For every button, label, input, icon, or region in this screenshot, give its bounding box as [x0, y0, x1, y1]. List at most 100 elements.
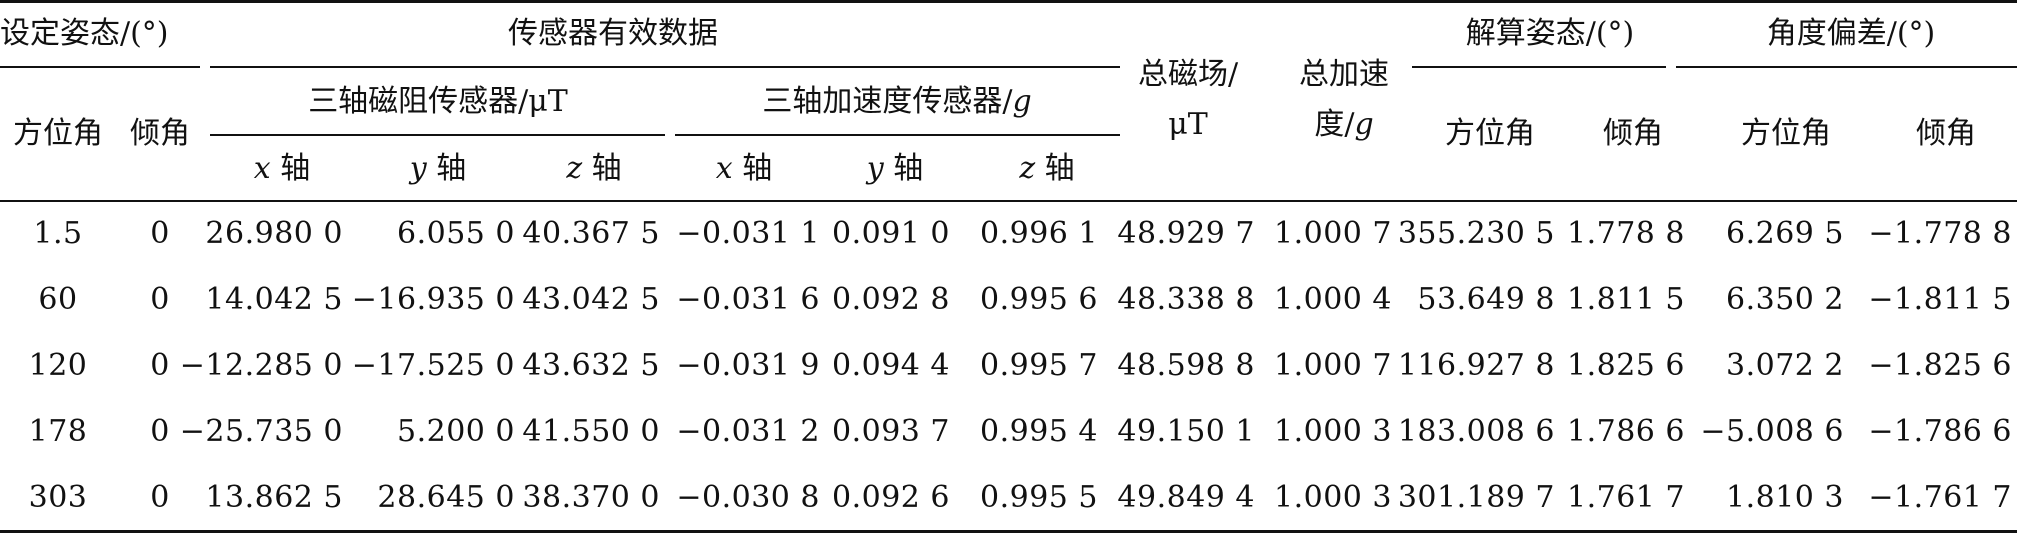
solved-attitude-underline — [1412, 66, 1666, 68]
acc-y-header: y 轴 — [866, 151, 924, 186]
cell-acc-z: 0.995 4 — [979, 414, 1098, 449]
cell-err-tilt: −1.778 8 — [1868, 216, 2012, 251]
cell-set-tilt: 0 — [150, 480, 170, 515]
cell-mag-x: 13.862 5 — [205, 480, 343, 515]
cell-sol-azimuth: 53.649 8 — [1417, 282, 1555, 317]
cell-total-mag: 48.598 8 — [1117, 348, 1255, 383]
acc-z-header: z 轴 — [1019, 151, 1075, 186]
cell-set-azimuth: 303 — [28, 480, 88, 515]
cell-set-tilt: 0 — [150, 348, 170, 383]
cell-mag-x: −12.285 0 — [179, 348, 343, 383]
top-rule — [0, 0, 2017, 3]
sol-tilt-header: 倾角 — [1603, 116, 1663, 151]
acc-sensor-header: 三轴加速度传感器/g — [762, 84, 1032, 119]
cell-mag-y: 6.055 0 — [396, 216, 515, 251]
header-bottom-rule — [0, 200, 2017, 202]
cell-total-acc: 1.000 7 — [1273, 348, 1392, 383]
cell-mag-z: 40.367 5 — [522, 216, 660, 251]
cell-acc-y: 0.092 8 — [831, 282, 950, 317]
sol-azimuth-header: 方位角 — [1445, 116, 1535, 151]
cell-mag-y: 5.200 0 — [396, 414, 515, 449]
cell-mag-y: −17.525 0 — [351, 348, 515, 383]
set-azimuth-header: 方位角 — [13, 116, 103, 151]
cell-total-acc: 1.000 3 — [1273, 480, 1392, 515]
cell-total-mag: 49.849 4 — [1117, 480, 1255, 515]
cell-err-azimuth: 1.810 3 — [1725, 480, 1844, 515]
cell-acc-x: −0.030 8 — [676, 480, 820, 515]
cell-set-tilt: 0 — [150, 414, 170, 449]
cell-acc-y: 0.092 6 — [831, 480, 950, 515]
total-mag-header: 总磁场/ μT — [1138, 50, 1238, 150]
set-attitude-underline — [0, 66, 200, 68]
err-tilt-header: 倾角 — [1916, 116, 1976, 151]
cell-err-tilt: −1.761 7 — [1868, 480, 2012, 515]
mag-z-header: z 轴 — [566, 151, 622, 186]
cell-sol-azimuth: 301.189 7 — [1397, 480, 1555, 515]
cell-sol-tilt: 1.778 8 — [1566, 216, 1685, 251]
cell-set-azimuth: 60 — [38, 282, 78, 317]
cell-set-azimuth: 178 — [28, 414, 88, 449]
cell-mag-z: 38.370 0 — [522, 480, 660, 515]
cell-set-azimuth: 120 — [28, 348, 88, 383]
cell-mag-z: 41.550 0 — [522, 414, 660, 449]
cell-acc-z: 0.995 5 — [979, 480, 1098, 515]
cell-sol-tilt: 1.811 5 — [1566, 282, 1685, 317]
cell-sol-azimuth: 183.008 6 — [1397, 414, 1555, 449]
mag-y-header: y 轴 — [409, 151, 467, 186]
cell-sol-tilt: 1.825 6 — [1566, 348, 1685, 383]
cell-sol-azimuth: 355.230 5 — [1397, 216, 1555, 251]
cell-acc-y: 0.091 0 — [831, 216, 950, 251]
cell-total-mag: 49.150 1 — [1117, 414, 1255, 449]
solved-attitude-header: 解算姿态/(°) — [1465, 16, 1635, 51]
cell-err-azimuth: 6.269 5 — [1725, 216, 1844, 251]
cell-acc-x: −0.031 6 — [676, 282, 820, 317]
cell-mag-x: 26.980 0 — [205, 216, 343, 251]
total-acc-label-a: 总加速 — [1299, 57, 1389, 92]
mag-sensor-underline — [210, 134, 665, 136]
sensor-data-header: 传感器有效数据 — [508, 16, 718, 51]
cell-acc-y: 0.094 4 — [831, 348, 950, 383]
cell-acc-y: 0.093 7 — [831, 414, 950, 449]
cell-acc-z: 0.995 7 — [979, 348, 1098, 383]
cell-sol-tilt: 1.761 7 — [1566, 480, 1685, 515]
cell-acc-x: −0.031 9 — [676, 348, 820, 383]
cell-acc-z: 0.995 6 — [979, 282, 1098, 317]
total-acc-header: 总加速 度/g — [1299, 50, 1389, 150]
cell-mag-y: 28.645 0 — [377, 480, 515, 515]
bottom-rule — [0, 530, 2017, 533]
err-azimuth-header: 方位角 — [1741, 116, 1831, 151]
cell-err-azimuth: 3.072 2 — [1725, 348, 1844, 383]
cell-total-acc: 1.000 7 — [1273, 216, 1392, 251]
acc-x-header: x 轴 — [715, 151, 773, 186]
cell-err-tilt: −1.786 6 — [1868, 414, 2012, 449]
angle-error-header: 角度偏差/(°) — [1766, 16, 1936, 51]
cell-total-acc: 1.000 3 — [1273, 414, 1392, 449]
cell-total-acc: 1.000 4 — [1273, 282, 1392, 317]
cell-err-tilt: −1.811 5 — [1868, 282, 2012, 317]
cell-acc-z: 0.996 1 — [979, 216, 1098, 251]
cell-mag-y: −16.935 0 — [351, 282, 515, 317]
cell-acc-x: −0.031 2 — [676, 414, 820, 449]
cell-err-tilt: −1.825 6 — [1868, 348, 2012, 383]
cell-mag-z: 43.042 5 — [522, 282, 660, 317]
cell-acc-x: −0.031 1 — [676, 216, 820, 251]
cell-mag-z: 43.632 5 — [522, 348, 660, 383]
angle-error-underline — [1676, 66, 2017, 68]
cell-total-mag: 48.929 7 — [1117, 216, 1255, 251]
cell-err-azimuth: −5.008 6 — [1700, 414, 1844, 449]
total-mag-label: 总磁场/ μT — [1137, 57, 1239, 142]
set-attitude-header: 设定姿态/(°) — [0, 16, 169, 51]
cell-sol-tilt: 1.786 6 — [1566, 414, 1685, 449]
set-tilt-header: 倾角 — [130, 116, 190, 151]
cell-set-tilt: 0 — [150, 282, 170, 317]
total-acc-label-b: 度/g — [1314, 107, 1374, 142]
cell-err-azimuth: 6.350 2 — [1725, 282, 1844, 317]
cell-mag-x: −25.735 0 — [179, 414, 343, 449]
cell-mag-x: 14.042 5 — [205, 282, 343, 317]
cell-total-mag: 48.338 8 — [1117, 282, 1255, 317]
cell-sol-azimuth: 116.927 8 — [1397, 348, 1555, 383]
mag-sensor-header: 三轴磁阻传感器/μT — [308, 84, 568, 119]
acc-sensor-underline — [675, 134, 1120, 136]
cell-set-azimuth: 1.5 — [33, 216, 83, 251]
mag-x-header: x 轴 — [253, 151, 311, 186]
